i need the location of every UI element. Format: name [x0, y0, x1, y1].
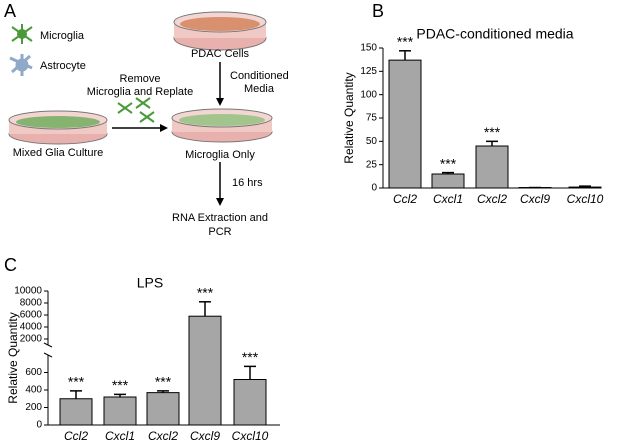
- y-tick-label: 100: [360, 89, 377, 100]
- panel-label: B: [372, 1, 384, 21]
- arrow-head: [216, 198, 224, 206]
- significance: ***: [397, 34, 414, 50]
- significance: ***: [112, 377, 129, 393]
- microglia-icons: [117, 97, 155, 123]
- x-tick-label: Cxcl9: [190, 429, 220, 443]
- y-tick-label: 200: [25, 402, 42, 413]
- y-tick-label: 4000: [20, 322, 43, 333]
- y-tick-label: 150: [360, 43, 377, 54]
- step-time: 16 hrs: [232, 177, 263, 189]
- y-tick-label: 0: [371, 183, 377, 194]
- y-axis-label: Relative Quantity: [342, 72, 356, 163]
- y-tick-label: 25: [366, 159, 378, 170]
- dish-top: [173, 11, 267, 51]
- significance: ***: [197, 285, 214, 301]
- y-tick-label: 0: [36, 420, 42, 431]
- x-tick-label: Cxcl2: [148, 429, 178, 443]
- x-tick-label: Cxcl9: [520, 192, 550, 206]
- panel-a: A Microglia Astrocyte PDAC Cells Mixed G…: [4, 1, 289, 238]
- panel-label: C: [4, 255, 17, 275]
- chart-title: PDAC-conditioned media: [416, 26, 573, 42]
- x-tick-label: Ccl2: [64, 429, 88, 443]
- x-tick-label: Cxcl10: [232, 429, 269, 443]
- step-final: PCR: [208, 226, 231, 238]
- bar: [103, 396, 137, 426]
- bar: [233, 379, 267, 426]
- step-conditioned: Media: [244, 83, 275, 95]
- bar: [388, 59, 422, 189]
- y-tick-label: 2000: [20, 334, 43, 345]
- chart-title: LPS: [137, 275, 163, 291]
- significance: ***: [68, 374, 85, 390]
- axis-break: [43, 342, 53, 348]
- axis-break: [43, 352, 53, 358]
- bar: [475, 145, 509, 189]
- y-tick-label: 400: [25, 385, 42, 396]
- bar: [188, 315, 222, 426]
- x-tick-label: Cxcl1: [105, 429, 135, 443]
- bar: [146, 392, 180, 426]
- step-conditioned: Conditioned: [230, 70, 289, 82]
- y-tick-label: 6000: [20, 310, 43, 321]
- bar: [59, 398, 93, 426]
- bar: [431, 173, 465, 189]
- panel-label: A: [4, 1, 16, 21]
- bar: [568, 186, 602, 189]
- arrow-head: [160, 124, 168, 132]
- significance: ***: [440, 155, 457, 171]
- y-tick-label: 75: [366, 113, 378, 124]
- y-tick-label: 50: [366, 136, 378, 147]
- arrow-head: [216, 98, 224, 106]
- x-tick-label: Cxcl10: [567, 192, 604, 206]
- step-remove: Microglia and Replate: [87, 86, 193, 98]
- x-tick-label: Ccl2: [393, 192, 417, 206]
- y-axis-label: Relative Quantity: [6, 312, 20, 403]
- dish-top-label: PDAC Cells: [191, 48, 250, 60]
- astrocyte-icon: [9, 54, 33, 76]
- x-tick-label: Cxcl2: [477, 192, 507, 206]
- legend-microglia: Microglia: [40, 30, 85, 42]
- significance: ***: [155, 374, 172, 390]
- dish-middle: [171, 108, 273, 143]
- y-tick-label: 600: [25, 367, 42, 378]
- microglia-icon: [11, 24, 33, 44]
- legend-astrocyte: Astrocyte: [40, 60, 86, 72]
- y-tick-label: 8000: [20, 298, 43, 309]
- dish-left-label: Mixed Glia Culture: [13, 147, 103, 159]
- step-remove: Remove: [120, 73, 161, 85]
- y-tick-label: 125: [360, 66, 377, 77]
- step-final: RNA Extraction and: [172, 212, 268, 224]
- dish-middle-label: Microglia Only: [185, 149, 255, 161]
- significance: ***: [484, 124, 501, 140]
- significance: ***: [242, 349, 259, 365]
- y-tick-label: 10000: [14, 286, 42, 297]
- x-tick-label: Cxcl1: [433, 192, 463, 206]
- dish-left: [8, 110, 108, 145]
